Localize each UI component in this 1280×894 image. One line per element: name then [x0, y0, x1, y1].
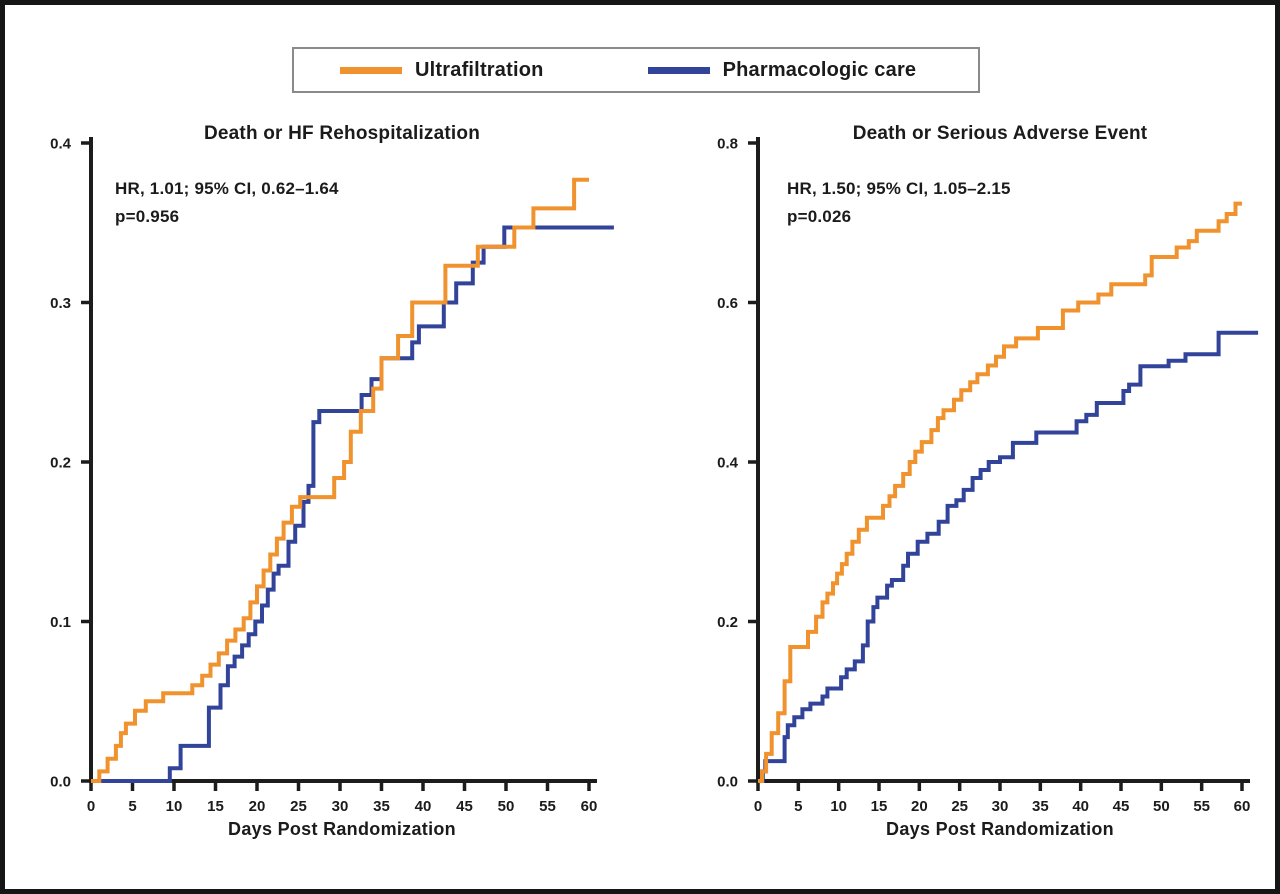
- left-x-axis-title: Days Post Randomization: [228, 819, 456, 839]
- legend: Ultrafiltration Pharmacologic care: [292, 47, 980, 93]
- x-tick-label: 15: [871, 798, 888, 815]
- x-tick-label: 50: [1153, 798, 1170, 815]
- y-tick-label: 0.2: [717, 614, 738, 631]
- curve-pharmacologic-care: [91, 225, 614, 783]
- x-tick-label: 10: [830, 798, 847, 815]
- right-panel-stats: HR, 1.50; 95% CI, 1.05–2.15 p=0.026: [787, 175, 1011, 231]
- legend-item-pharmacologic-care: Pharmacologic care: [647, 58, 917, 82]
- left-panel-title: Death or HF Rehospitalization: [203, 123, 481, 144]
- y-tick-label: 0.0: [50, 774, 71, 791]
- ultrafiltration-line-swatch: [340, 66, 402, 74]
- right-p-value: p=0.026: [787, 207, 852, 226]
- y-tick-label: 0.2: [50, 455, 71, 472]
- right-panel-title: Death or Serious Adverse Event: [852, 123, 1148, 144]
- x-tick-label: 30: [332, 798, 349, 815]
- y-tick-label: 0.8: [717, 136, 738, 153]
- panel-right: 0.0 0.2 0.4 0.6 0.8 0 5 10 15 20 25 30 35 40 45 50 55 60: [717, 136, 1259, 815]
- x-tick-label: 60: [581, 798, 598, 815]
- x-tick-label: 30: [992, 798, 1009, 815]
- legend-label-ultrafiltration: Ultrafiltration: [415, 58, 544, 81]
- right-hr-text: HR, 1.50; 95% CI, 1.05–2.15: [787, 179, 1011, 198]
- x-tick-label: 45: [456, 798, 473, 815]
- x-tick-label: 35: [373, 798, 390, 815]
- x-tick-label: 50: [498, 798, 515, 815]
- x-tick-label: 20: [249, 798, 266, 815]
- x-tick-label: 35: [1032, 798, 1049, 815]
- y-tick-label: 0.3: [50, 295, 71, 312]
- pharmacologic-care-line-swatch: [647, 66, 710, 74]
- x-tick-label: 45: [1113, 798, 1130, 815]
- left-p-value: p=0.956: [115, 207, 180, 226]
- curve-ultrafiltration: [758, 201, 1242, 783]
- y-tick-label: 0.0: [717, 774, 738, 791]
- y-tick-label: 0.4: [50, 136, 72, 153]
- legend-label-pharmacologic-care: Pharmacologic care: [722, 58, 917, 81]
- legend-item-ultrafiltration: Ultrafiltration: [340, 59, 544, 82]
- x-tick-label: 40: [415, 798, 432, 815]
- kaplan-meier-charts: 0.00.10.20.30.40 5 10 15 20 25 30 35 40 45 50 55 600…: [50, 136, 1259, 815]
- y-tick-label: 0.6: [717, 295, 738, 312]
- x-tick-label: 10: [166, 798, 183, 815]
- x-tick-label: 5: [128, 798, 136, 815]
- x-tick-label: 25: [951, 798, 968, 815]
- left-panel-stats: HR, 1.01; 95% CI, 0.62–1.64 p=0.956: [115, 175, 339, 231]
- x-tick-label: 40: [1072, 798, 1089, 815]
- x-tick-label: 0: [754, 798, 762, 815]
- x-tick-label: 60: [1234, 798, 1251, 815]
- x-tick-label: 25: [290, 798, 307, 815]
- x-tick-label: 55: [539, 798, 556, 815]
- y-tick-label: 0.1: [50, 614, 71, 631]
- left-hr-text: HR, 1.01; 95% CI, 0.62–1.64: [115, 179, 339, 198]
- x-tick-label: 5: [794, 798, 802, 815]
- right-x-axis-title: Days Post Randomization: [886, 819, 1114, 839]
- x-tick-label: 0: [87, 798, 95, 815]
- curve-pharmacologic-care: [758, 330, 1259, 783]
- y-tick-label: 0.4: [717, 455, 739, 472]
- x-tick-label: 55: [1193, 798, 1210, 815]
- x-tick-label: 20: [911, 798, 928, 815]
- curve-ultrafiltration: [91, 177, 589, 783]
- x-tick-label: 15: [207, 798, 224, 815]
- panel-left: 0.0 0.1 0.2 0.3 0.4 0 5 10 15 20 25 30 35 40 45 50 55 60: [50, 136, 614, 815]
